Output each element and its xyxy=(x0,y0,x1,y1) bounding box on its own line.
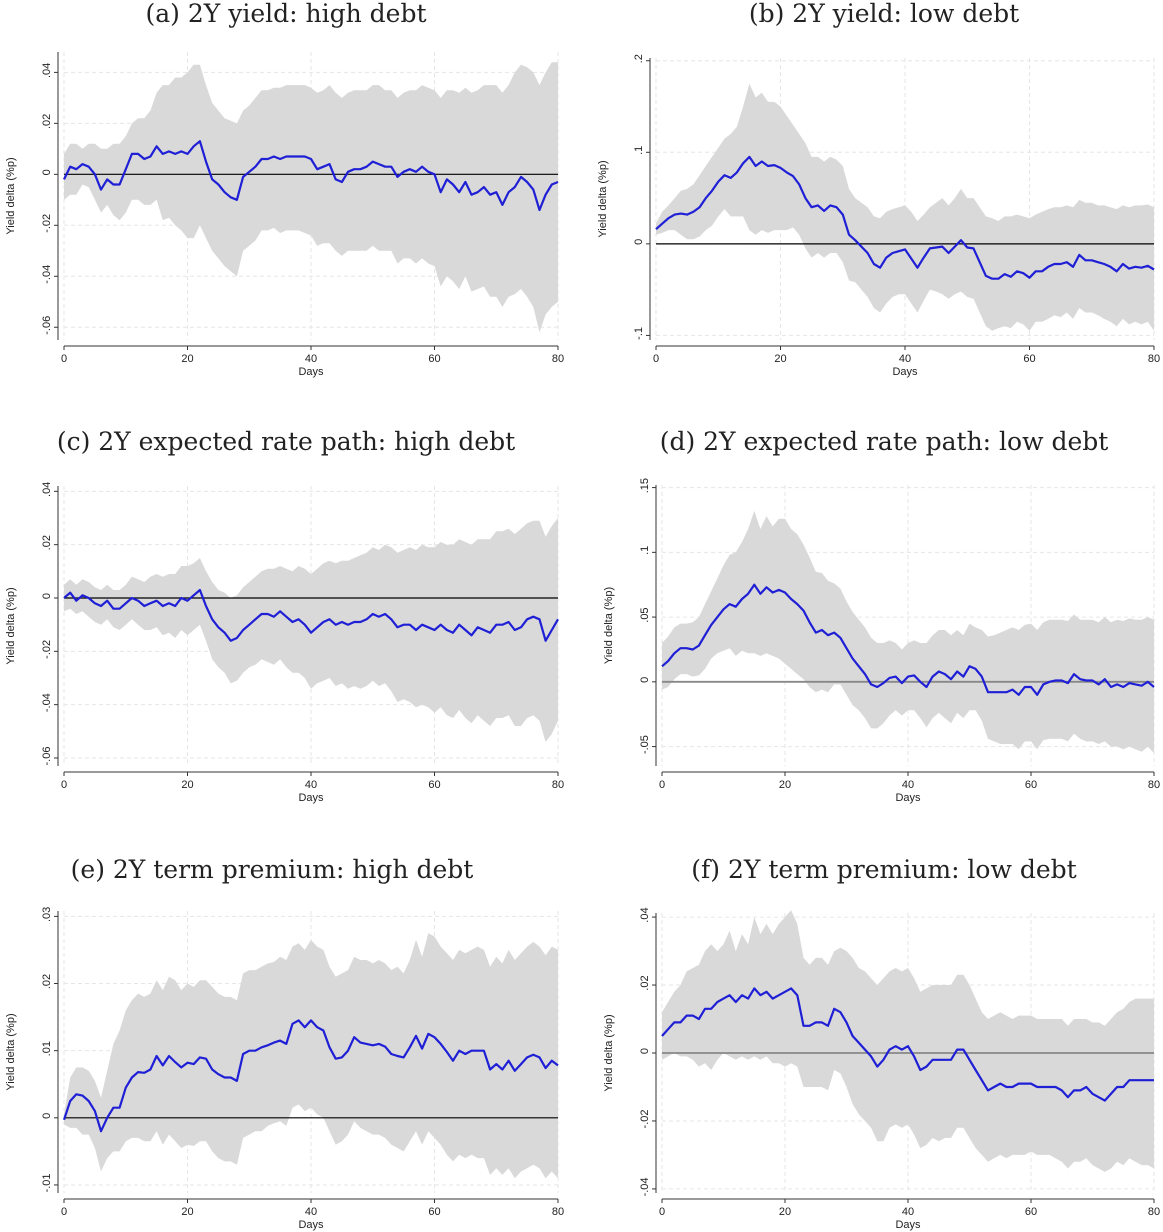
point-estimate-line xyxy=(655,155,1155,280)
x-tick-label: 20 xyxy=(181,353,193,365)
y-tick-label: .2 xyxy=(633,54,645,63)
y-tick-label: 0 xyxy=(639,1048,651,1054)
x-axis-label: Days xyxy=(298,366,324,378)
point-estimate-line xyxy=(63,140,559,212)
chart-panel-1: (b) 2Y yield: low debt .2 .1 0 -.1 0 20 40 60 80 D… xyxy=(597,0,1160,378)
x-tick-label: 60 xyxy=(1025,1206,1037,1218)
x-tick-label: 0 xyxy=(659,779,665,791)
x-tick-label: 20 xyxy=(774,353,786,365)
x-axis-label: Days xyxy=(298,792,324,804)
x-tick-label: 80 xyxy=(552,779,564,791)
y-tick-label: .02 xyxy=(41,974,53,989)
x-axis-label: Days xyxy=(895,792,921,804)
x-tick-label: 40 xyxy=(902,1206,914,1218)
confidence-band xyxy=(656,83,1154,331)
x-tick-label: 40 xyxy=(305,1206,317,1218)
y-tick-label: .15 xyxy=(639,478,651,493)
chart-panel-2: (c) 2Y expected rate path: high debt .04.… xyxy=(5,427,564,804)
y-tick-label: -.02 xyxy=(41,214,53,233)
panel-title: (c) 2Y expected rate path: high debt xyxy=(57,427,515,456)
x-tick-label: 80 xyxy=(552,1206,564,1218)
y-tick-label: .04 xyxy=(41,63,53,78)
x-axis-label: Days xyxy=(892,366,918,378)
x-tick-label: 20 xyxy=(181,779,193,791)
point-estimate-line xyxy=(661,987,1154,1102)
y-axis-label: Yield delta (%p) xyxy=(597,160,609,237)
chart-panel-5: (f) 2Y term premium: low debt .04 .02 0 -.02… xyxy=(603,855,1160,1231)
panel-title: (d) 2Y expected rate path: low debt xyxy=(660,427,1109,456)
y-tick-label: .02 xyxy=(41,535,53,550)
x-tick-label: 40 xyxy=(902,779,914,791)
x-tick-label: 60 xyxy=(428,779,440,791)
y-tick-label: 0 xyxy=(639,677,651,683)
panel-title: (e) 2Y term premium: high debt xyxy=(71,855,474,884)
y-tick-label: -.06 xyxy=(41,747,53,766)
chart-panel-0: (a) 2Y yield: high debt .04 .02 0 -.02 -.04 -.… xyxy=(5,0,564,378)
y-tick-label: .02 xyxy=(41,114,53,129)
chart-panel-4: (e) 2Y term premium: high debt .03 .02 .01 0… xyxy=(5,855,564,1231)
x-tick-label: 60 xyxy=(428,353,440,365)
confidence-band xyxy=(64,518,558,742)
panel-title: (f) 2Y term premium: low debt xyxy=(691,855,1076,884)
y-tick-label: .04 xyxy=(639,907,651,922)
y-tick-label: 0 xyxy=(41,1113,53,1119)
x-tick-label: 0 xyxy=(659,1206,665,1218)
y-tick-label: .04 xyxy=(41,482,53,497)
y-tick-label: .03 xyxy=(41,907,53,922)
confidence-band xyxy=(662,910,1154,1172)
confidence-band xyxy=(662,510,1154,754)
x-tick-label: 40 xyxy=(305,353,317,365)
point-estimate-line xyxy=(62,1019,559,1133)
y-axis-label: Yield delta (%p) xyxy=(5,587,17,664)
x-tick-label: 80 xyxy=(1148,1206,1160,1218)
x-tick-label: 80 xyxy=(1148,353,1160,365)
point-estimate-line xyxy=(661,583,1155,696)
x-tick-label: 20 xyxy=(181,1206,193,1218)
x-tick-label: 80 xyxy=(1148,779,1160,791)
y-axis-label: Yield delta (%p) xyxy=(603,587,615,664)
point-estimate-line xyxy=(63,588,559,642)
x-tick-label: 0 xyxy=(653,353,659,365)
chart-panel-3: (d) 2Y expected rate path: low debt .15 .1… xyxy=(603,427,1160,804)
y-tick-label: .01 xyxy=(41,1041,53,1056)
y-tick-label: -.02 xyxy=(41,640,53,659)
y-tick-label: 0 xyxy=(41,169,53,175)
x-tick-label: 0 xyxy=(61,1206,67,1218)
y-tick-label: -.05 xyxy=(639,735,651,754)
x-tick-label: 80 xyxy=(552,353,564,365)
x-tick-label: 40 xyxy=(305,779,317,791)
x-tick-label: 0 xyxy=(61,353,67,365)
x-tick-label: 20 xyxy=(779,1206,791,1218)
x-tick-label: 0 xyxy=(61,779,67,791)
x-axis-label: Days xyxy=(895,1219,921,1231)
panel-title: (b) 2Y yield: low debt xyxy=(749,0,1019,28)
y-tick-label: -.04 xyxy=(41,265,53,284)
y-axis-label: Yield delta (%p) xyxy=(5,1013,17,1090)
y-tick-label: -.01 xyxy=(41,1173,53,1192)
y-tick-label: .05 xyxy=(639,607,651,622)
confidence-band xyxy=(64,62,558,333)
y-tick-label: 0 xyxy=(633,239,645,245)
y-tick-label: -.04 xyxy=(41,693,53,712)
x-tick-label: 60 xyxy=(1025,779,1037,791)
x-axis-label: Days xyxy=(298,1219,324,1231)
x-tick-label: 20 xyxy=(779,779,791,791)
x-tick-label: 60 xyxy=(1023,353,1035,365)
y-tick-label: .02 xyxy=(639,975,651,990)
y-tick-label: -.1 xyxy=(633,327,645,340)
x-tick-label: 40 xyxy=(899,353,911,365)
x-tick-label: 60 xyxy=(428,1206,440,1218)
y-tick-label: -.02 xyxy=(639,1109,651,1128)
y-tick-label: .1 xyxy=(639,546,651,555)
y-tick-label: .1 xyxy=(633,146,645,155)
y-axis-label: Yield delta (%p) xyxy=(603,1014,615,1091)
y-axis-label: Yield delta (%p) xyxy=(5,157,17,234)
y-tick-label: -.04 xyxy=(639,1177,651,1196)
y-tick-label: -.06 xyxy=(41,316,53,335)
y-tick-label: 0 xyxy=(41,593,53,599)
panel-title: (a) 2Y yield: high debt xyxy=(146,0,427,28)
confidence-band xyxy=(64,933,558,1179)
